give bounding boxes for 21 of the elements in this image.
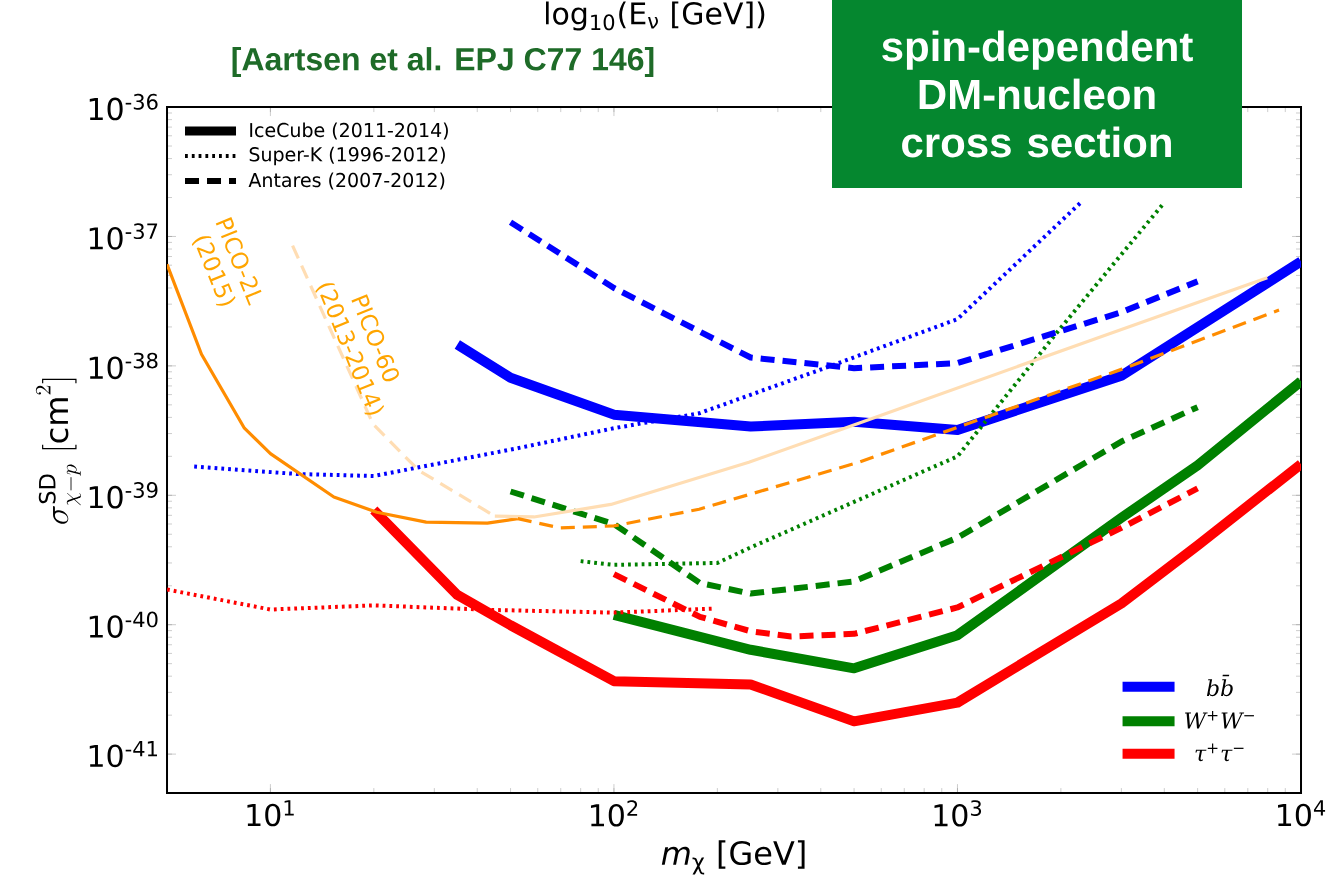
x-tick-label: 10$^{4}$ [1278, 800, 1326, 827]
chart-title: spin-dependent DM-nucleon cross section [882, 30, 1193, 158]
y-tick-label: 10$^{-38}$ [89, 352, 158, 380]
x-tick-label: 10$^{1}$ [247, 800, 294, 827]
annotation: Antares (2007-2012) [248, 172, 445, 190]
chart-subtitle: [Aartsen et al. EPJ C77 146] [232, 47, 654, 77]
y-axis-title: $\sigma^{\mathrm{SD}}_{\chi-p}\ [\mathrm{cm}^2]$ [35, 378, 81, 524]
x-axis-title: m$_{χ}$ [GeV] [661, 840, 805, 875]
y-tick-label: 10$^{-40}$ [89, 611, 158, 638]
y-tick-label: 10$^{-36}$ [89, 93, 158, 121]
y-tick-label: 10$^{-37}$ [89, 223, 158, 250]
x-tick-label: 10$^{2}$ [590, 800, 638, 827]
legend-label: W$^{+}$W$^{−}$ [1185, 710, 1254, 729]
annotation: Super-K (1996-2012) [249, 146, 445, 166]
legend-label: bb̄ [1206, 674, 1233, 697]
annotation: IceCube (2011-2014) [250, 122, 448, 140]
text: log$_{10}$(E$_{ν}$ [GeV]) [545, 1, 765, 31]
legend-label: τ$^{+}$τ$^{−}$ [1195, 743, 1244, 762]
x-tick-label: 10$^{3}$ [934, 800, 982, 827]
y-tick-label: 10$^{-39}$ [89, 482, 158, 509]
y-tick-label: 10$^{-41}$ [89, 741, 157, 768]
